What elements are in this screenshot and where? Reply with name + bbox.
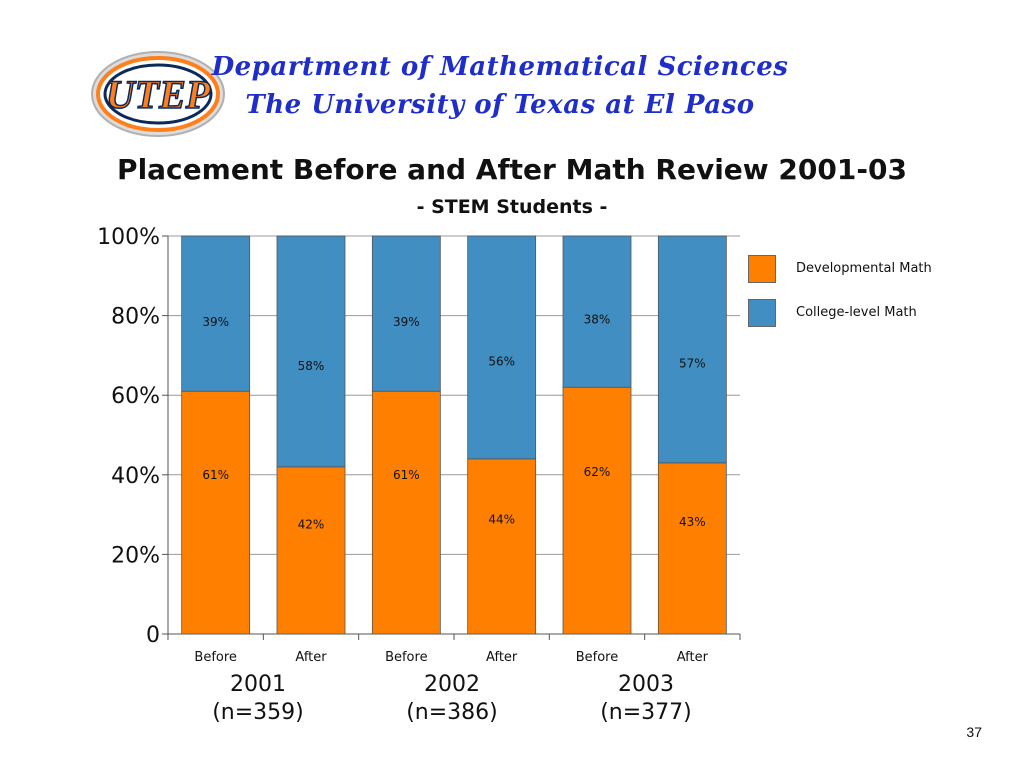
bar-developmental — [467, 458, 537, 635]
data-label-developmental: 44% — [488, 512, 515, 526]
x-tick-label: Before — [576, 650, 619, 665]
group-n-2001: (n=359) — [212, 700, 304, 725]
bar-college — [657, 235, 727, 464]
data-label-developmental: 42% — [298, 518, 325, 532]
y-tick-label: 20% — [111, 543, 160, 568]
legend-swatch-developmental — [748, 255, 776, 283]
bar-college — [467, 235, 537, 460]
bar-developmental — [371, 390, 441, 635]
data-label-developmental: 62% — [584, 465, 611, 479]
data-label-college: 39% — [393, 315, 420, 329]
x-tick-label: Before — [385, 650, 428, 665]
department-name: Department of Mathematical Sciences — [211, 52, 789, 82]
bar-developmental — [276, 466, 346, 635]
x-tick-label: After — [295, 650, 327, 665]
data-label-college: 56% — [488, 354, 515, 368]
group-year-2002: 2002 — [424, 672, 480, 697]
legend-label-college: College-level Math — [796, 305, 917, 320]
utep-logo: UTEP — [91, 51, 225, 137]
x-tick-label: Before — [194, 650, 237, 665]
group-year-2003: 2003 — [618, 672, 674, 697]
data-label-college: 57% — [679, 357, 706, 371]
page-number: 37 — [966, 724, 982, 740]
bar-college — [371, 235, 441, 392]
x-tick-label: After — [677, 650, 709, 665]
logo-text: UTEP — [106, 72, 211, 117]
data-label-developmental: 61% — [202, 468, 229, 482]
group-year-2001: 2001 — [230, 672, 286, 697]
group-n-2003: (n=377) — [600, 700, 692, 725]
x-tick-label: After — [486, 650, 518, 665]
y-tick-label: 60% — [111, 384, 160, 409]
y-tick-label: 80% — [111, 305, 160, 330]
data-label-developmental: 43% — [679, 515, 706, 529]
bar-developmental — [657, 462, 727, 635]
bar-developmental — [181, 390, 251, 635]
data-label-college: 39% — [202, 315, 229, 329]
y-tick-label: 0 — [146, 623, 160, 648]
data-label-developmental: 61% — [393, 468, 420, 482]
bar-college — [562, 235, 632, 388]
bar-college — [181, 235, 251, 392]
bar-developmental — [562, 386, 632, 635]
group-n-2002: (n=386) — [406, 700, 498, 725]
data-label-college: 38% — [584, 313, 611, 327]
legend-label-developmental: Developmental Math — [796, 261, 932, 276]
chart-subtitle: - STEM Students - — [416, 196, 608, 218]
bar-college — [276, 235, 346, 468]
university-name: The University of Texas at El Paso — [245, 90, 755, 120]
y-tick-label: 40% — [111, 464, 160, 489]
y-tick-label: 100% — [97, 225, 160, 250]
data-label-college: 58% — [298, 359, 325, 373]
chart-title: Placement Before and After Math Review 2… — [117, 153, 907, 186]
legend-swatch-college — [748, 299, 776, 327]
